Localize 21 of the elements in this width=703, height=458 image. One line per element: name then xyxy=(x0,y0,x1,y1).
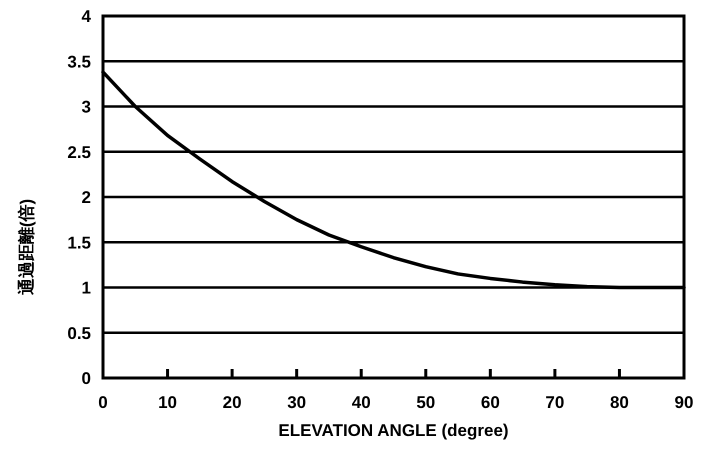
x-tick-label: 90 xyxy=(674,393,694,412)
y-axis-title: 通過距離(倍) xyxy=(17,198,36,296)
x-axis-title: ELEVATION ANGLE (degree) xyxy=(278,421,509,440)
y-tick-label: 2.5 xyxy=(67,142,91,162)
x-tick-label: 60 xyxy=(480,393,500,412)
x-tick-label: 20 xyxy=(222,393,242,412)
y-tick-label: 1 xyxy=(82,278,91,298)
x-tick-label: 0 xyxy=(98,393,108,412)
x-tick-label: 40 xyxy=(352,393,371,412)
y-tick-label: 0 xyxy=(82,369,91,388)
y-tick-label: 0.5 xyxy=(67,324,91,343)
x-tick-label: 70 xyxy=(545,393,564,412)
x-tick-label: 30 xyxy=(287,393,306,412)
x-tick-label: 10 xyxy=(158,393,178,412)
y-tick-label: 1.5 xyxy=(67,233,91,252)
y-tick-label: 4 xyxy=(82,7,92,26)
x-tick-label: 50 xyxy=(416,393,436,412)
y-tick-label: 2 xyxy=(82,188,91,207)
x-tick-label: 80 xyxy=(610,393,629,412)
y-tick-label: 3.5 xyxy=(67,52,91,72)
y-tick-label: 3 xyxy=(82,98,91,116)
